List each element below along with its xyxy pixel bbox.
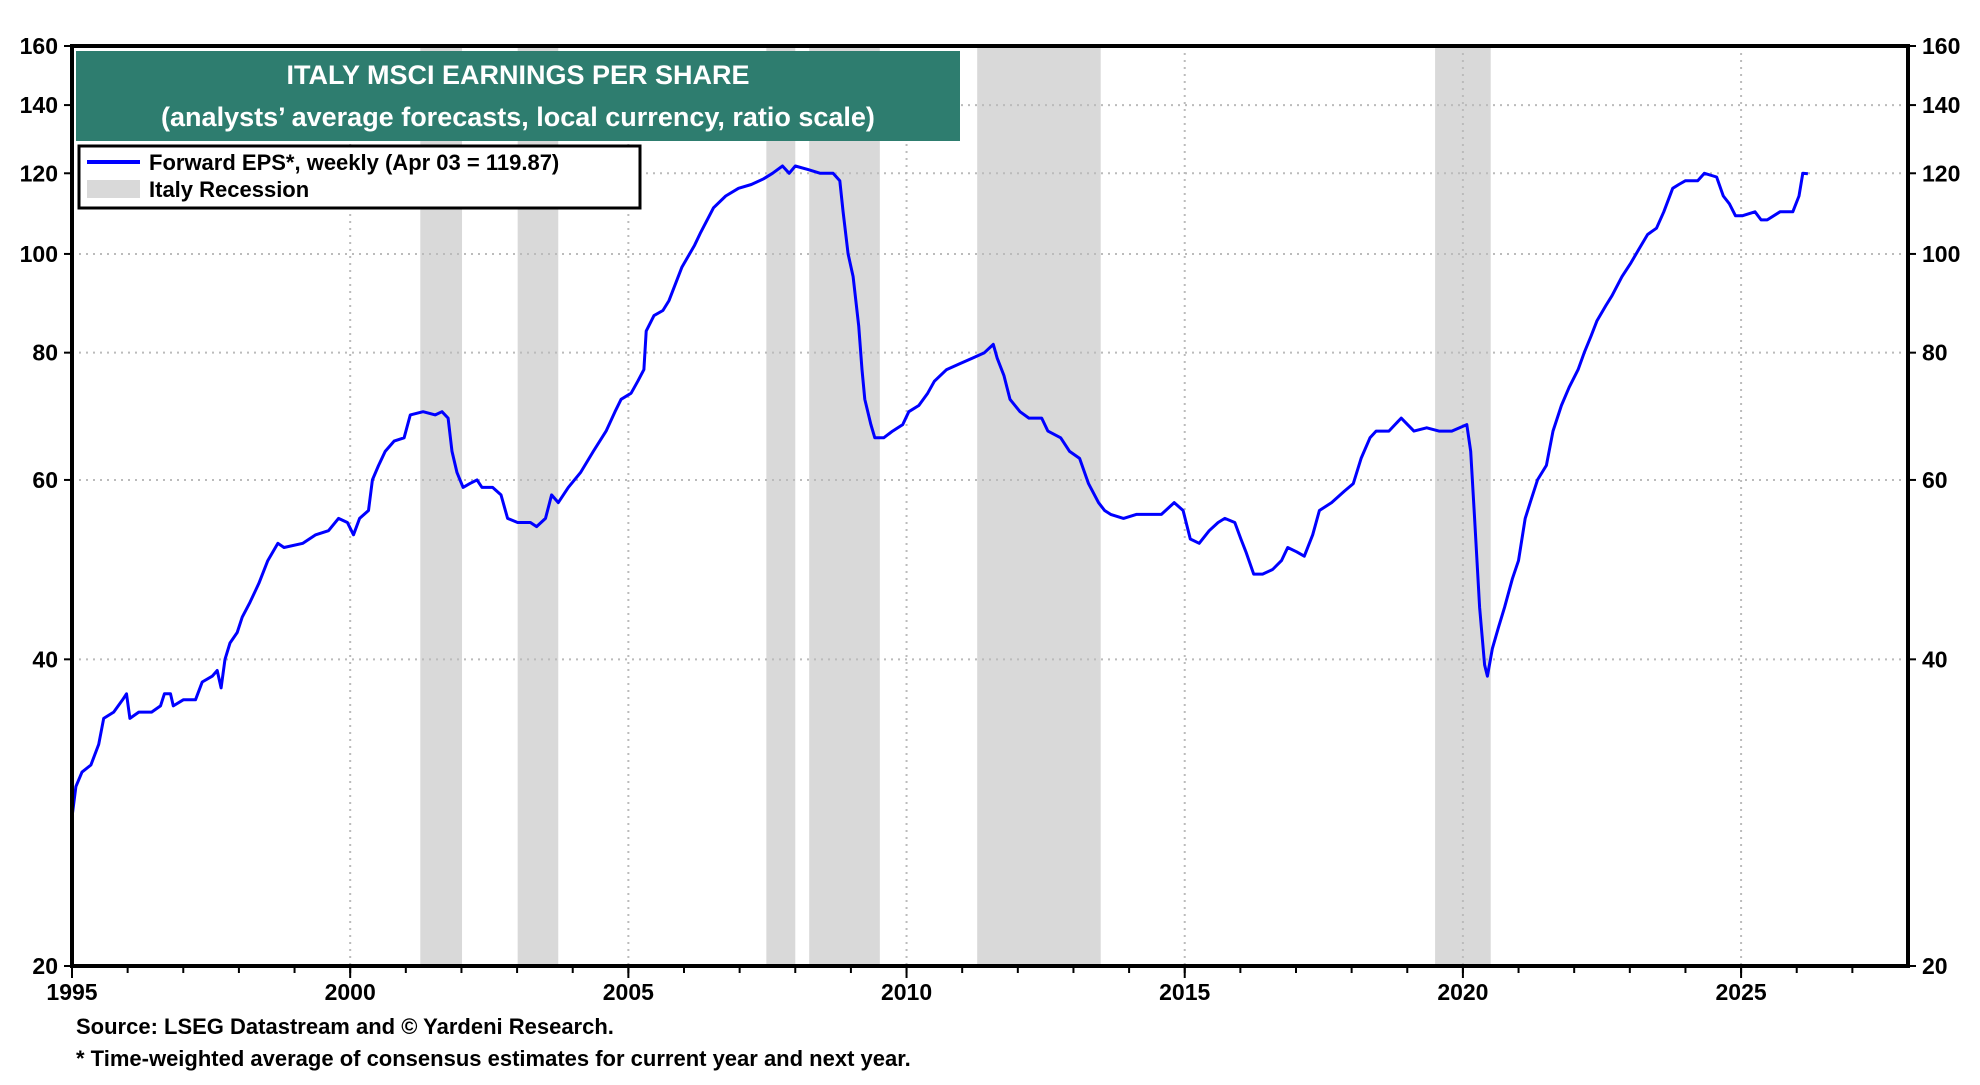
recession-band	[766, 46, 796, 966]
x-tick-label: 2015	[1159, 979, 1210, 1005]
x-tick-label: 2010	[881, 979, 932, 1005]
forward-eps-line	[70, 164, 1809, 818]
gridlines	[72, 46, 1908, 966]
recession-band	[977, 46, 1101, 966]
source-note: Source: LSEG Datastream and © Yardeni Re…	[76, 1014, 614, 1039]
x-tick-label: 2025	[1716, 979, 1767, 1005]
y-tick-label-left: 60	[32, 467, 58, 493]
recession-band	[1435, 46, 1491, 966]
x-tick-label: 2000	[325, 979, 376, 1005]
y-tick-label-left: 100	[20, 241, 58, 267]
x-tick-label: 1995	[46, 979, 97, 1005]
y-tick-label-right: 80	[1922, 340, 1948, 366]
y-tick-label-left: 120	[20, 160, 58, 186]
y-tick-label-left: 160	[20, 33, 58, 59]
x-tick-label: 2020	[1437, 979, 1488, 1005]
title-box: ITALY MSCI EARNINGS PER SHARE (analysts’…	[76, 51, 960, 141]
legend-recession-label: Italy Recession	[149, 177, 309, 202]
y-tick-label-left: 80	[32, 340, 58, 366]
y-tick-label-right: 160	[1922, 33, 1960, 59]
recession-band	[809, 46, 880, 966]
legend-series-label: Forward EPS*, weekly (Apr 03 = 119.87)	[149, 150, 559, 175]
footnote: * Time-weighted average of consensus est…	[76, 1046, 911, 1071]
y-tick-label-left: 140	[20, 92, 58, 118]
y-tick-label-left: 40	[32, 646, 58, 672]
y-tick-label-right: 60	[1922, 467, 1948, 493]
legend: Forward EPS*, weekly (Apr 03 = 119.87) I…	[77, 144, 642, 210]
y-tick-label-right: 40	[1922, 646, 1948, 672]
series-layer	[70, 164, 1809, 818]
y-tick-label-left: 20	[32, 953, 58, 979]
y-tick-label-right: 120	[1922, 160, 1960, 186]
x-tick-label: 2005	[603, 979, 654, 1005]
plot-frame	[70, 44, 1910, 968]
chart-subtitle: (analysts’ average forecasts, local curr…	[161, 102, 875, 132]
chart-title: ITALY MSCI EARNINGS PER SHARE	[286, 60, 749, 90]
legend-band-swatch	[87, 180, 140, 198]
y-tick-label-right: 100	[1922, 241, 1960, 267]
y-tick-label-right: 140	[1922, 92, 1960, 118]
y-tick-label-right: 20	[1922, 953, 1948, 979]
